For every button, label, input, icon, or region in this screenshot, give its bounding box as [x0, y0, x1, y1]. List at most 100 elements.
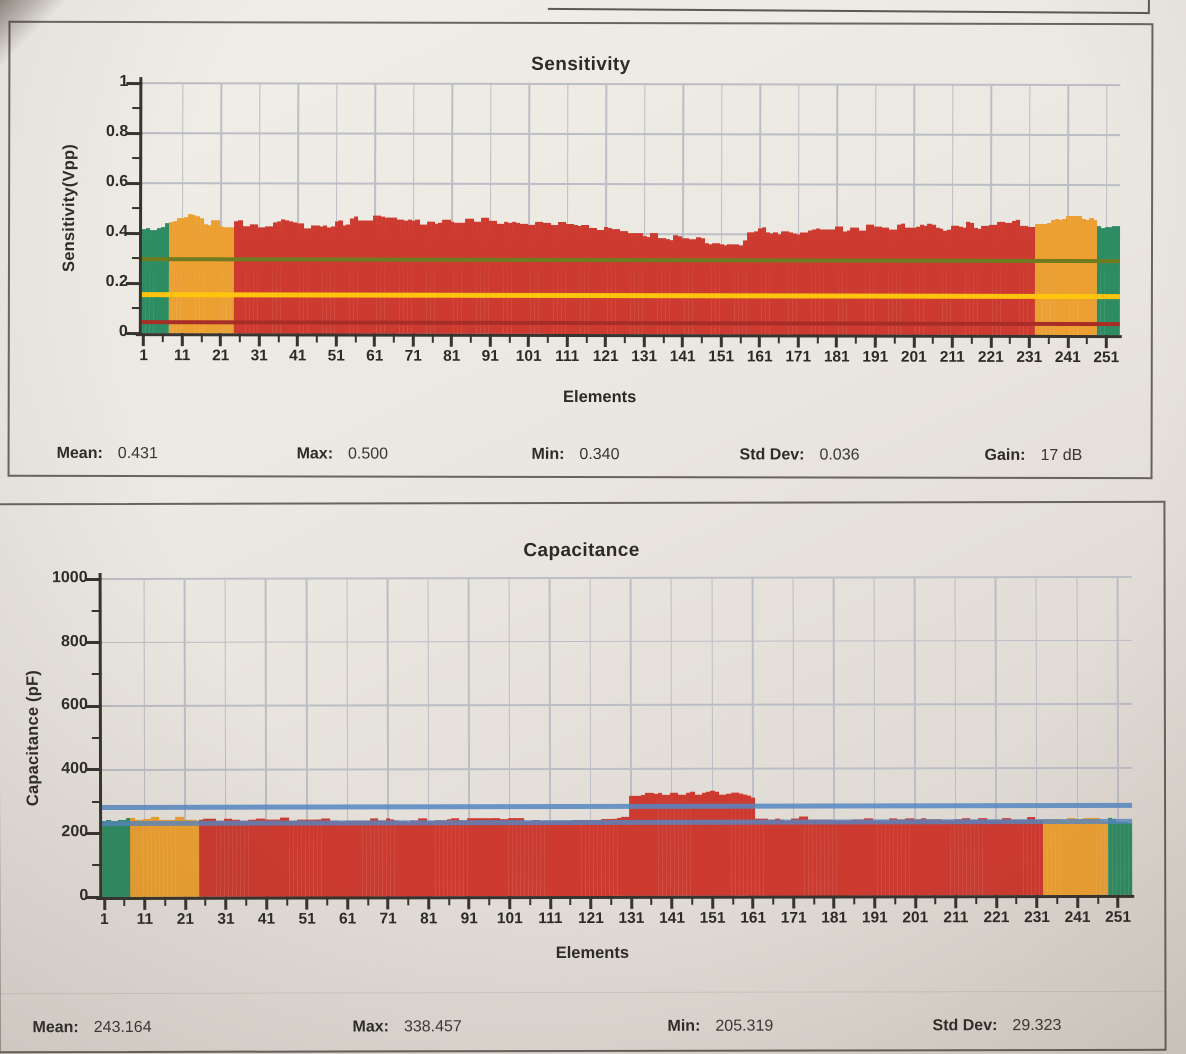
x-tick-label: 81 [420, 910, 438, 928]
x-axis-tick [681, 334, 685, 348]
x-axis-minor-tick [161, 333, 164, 343]
x-tick-label: 161 [740, 909, 767, 927]
stat-mean-label: Mean: [56, 444, 103, 462]
x-tick-label: 181 [821, 909, 848, 927]
capacitance-x-axis-title: Elements [555, 943, 630, 963]
sensitivity-stats-row: Mean: 0.431 Max: 0.500 Min: 0.340 Std Dev: 0… [10, 445, 1151, 477]
y-axis [98, 573, 103, 900]
x-axis-minor-tick [855, 334, 858, 344]
sensitivity-x-axis-title: Elements [562, 387, 637, 407]
x-axis-minor-tick [315, 333, 319, 343]
x-axis-minor-tick [932, 334, 935, 344]
x-axis-tick [296, 333, 300, 347]
x-tick-label: 191 [862, 348, 889, 366]
x-axis-minor-tick [1015, 895, 1018, 905]
x-tick-label: 51 [327, 347, 345, 365]
y-axis-tick [126, 231, 143, 235]
x-axis-minor-tick [816, 334, 819, 344]
element-bar [1128, 822, 1133, 895]
x-axis-minor-tick [569, 896, 572, 906]
x-axis-tick [629, 895, 633, 909]
y-axis-tick [85, 577, 102, 581]
y-axis-tick [86, 831, 103, 835]
x-axis-tick [1116, 894, 1120, 908]
upper-limit-line [102, 803, 1133, 811]
x-tick-label: 71 [379, 910, 397, 928]
x-tick-label: 1 [99, 910, 109, 929]
element-bar [1115, 226, 1121, 336]
x-tick-label: 41 [289, 347, 307, 365]
y-axis-tick [125, 281, 142, 285]
capacitance-plot-area: 0 200 400 600 800 1000 1 11 21 31 41 51 61 71 81 91 101 1… [52, 569, 1135, 928]
x-axis-minor-tick [1086, 335, 1089, 345]
x-axis-tick [565, 333, 569, 347]
x-axis-tick [1027, 334, 1031, 348]
x-axis-tick [411, 333, 415, 347]
sensitivity-chart-title: Sensitivity [531, 53, 631, 76]
x-axis-minor-tick [731, 895, 734, 905]
y-tick-label: 600 [61, 696, 88, 714]
stat-stddev: Std Dev: 0.036 [740, 446, 860, 464]
x-axis-minor-tick [624, 334, 627, 344]
y-axis-tick [85, 768, 102, 772]
y-tick-label: 0 [79, 887, 89, 905]
y-tick-label: 0.6 [105, 173, 129, 191]
x-axis-tick [219, 333, 223, 347]
x-axis-minor-tick [200, 333, 203, 343]
x-axis-tick [183, 896, 187, 910]
x-tick-label: 71 [404, 347, 422, 365]
x-tick-label: 21 [176, 910, 195, 928]
x-axis-tick [102, 896, 106, 911]
y-axis-minor-tick [131, 257, 142, 260]
x-axis-minor-tick [610, 895, 613, 905]
y-axis-tick [85, 704, 102, 708]
y-axis-tick [126, 181, 143, 185]
x-axis-tick [488, 333, 492, 347]
y-axis-tick [126, 81, 143, 85]
x-tick-label: 231 [1024, 909, 1050, 927]
y-tick-label: 0.8 [105, 123, 129, 141]
stat-min-value: 0.340 [579, 445, 620, 464]
x-axis-minor-tick [1096, 894, 1099, 904]
x-axis-minor-tick [354, 333, 357, 343]
x-tick-label: 241 [1054, 348, 1081, 367]
y-axis-minor-tick [132, 157, 143, 160]
x-tick-label: 31 [250, 347, 268, 365]
x-axis-tick [450, 333, 454, 347]
x-tick-label: 101 [515, 347, 542, 365]
x-axis-tick [427, 896, 431, 910]
stat-max-value: 338.457 [403, 1018, 462, 1036]
x-tick-label: 101 [496, 910, 523, 928]
x-axis-tick [334, 333, 338, 347]
stat-gain-value: 17 dB [1040, 446, 1083, 465]
x-axis-tick [143, 896, 147, 910]
stat-mean-label: Mean: [32, 1019, 79, 1037]
x-axis-tick [994, 895, 998, 909]
x-axis-tick [913, 895, 917, 909]
x-axis-minor-tick [893, 334, 896, 344]
x-tick-label: 121 [592, 348, 619, 366]
x-axis-tick [950, 334, 954, 348]
y-axis-tick [125, 331, 142, 335]
x-tick-label: 171 [780, 909, 807, 927]
x-axis-minor-tick [392, 333, 396, 343]
x-tick-label: 201 [900, 348, 927, 366]
x-axis-minor-tick [585, 334, 588, 344]
x-axis-tick [642, 334, 646, 348]
x-tick-label: 171 [785, 348, 812, 366]
x-axis-minor-tick [970, 334, 973, 344]
stat-stddev-label: Std Dev: [739, 446, 805, 464]
horizontal-gridline [101, 639, 1132, 644]
x-tick-label: 151 [699, 909, 726, 927]
x-axis-minor-tick [701, 334, 704, 344]
horizontal-gridline [101, 766, 1132, 771]
y-axis [138, 77, 143, 336]
x-axis-tick [954, 895, 958, 909]
x-tick-label: 111 [555, 347, 580, 365]
x-axis-tick [589, 895, 593, 909]
x-tick-label: 11 [173, 347, 191, 365]
x-axis-minor-tick [1047, 334, 1050, 344]
x-tick-label: 111 [538, 910, 563, 928]
x-axis-tick [257, 333, 261, 347]
x-axis-minor-tick [431, 333, 434, 343]
